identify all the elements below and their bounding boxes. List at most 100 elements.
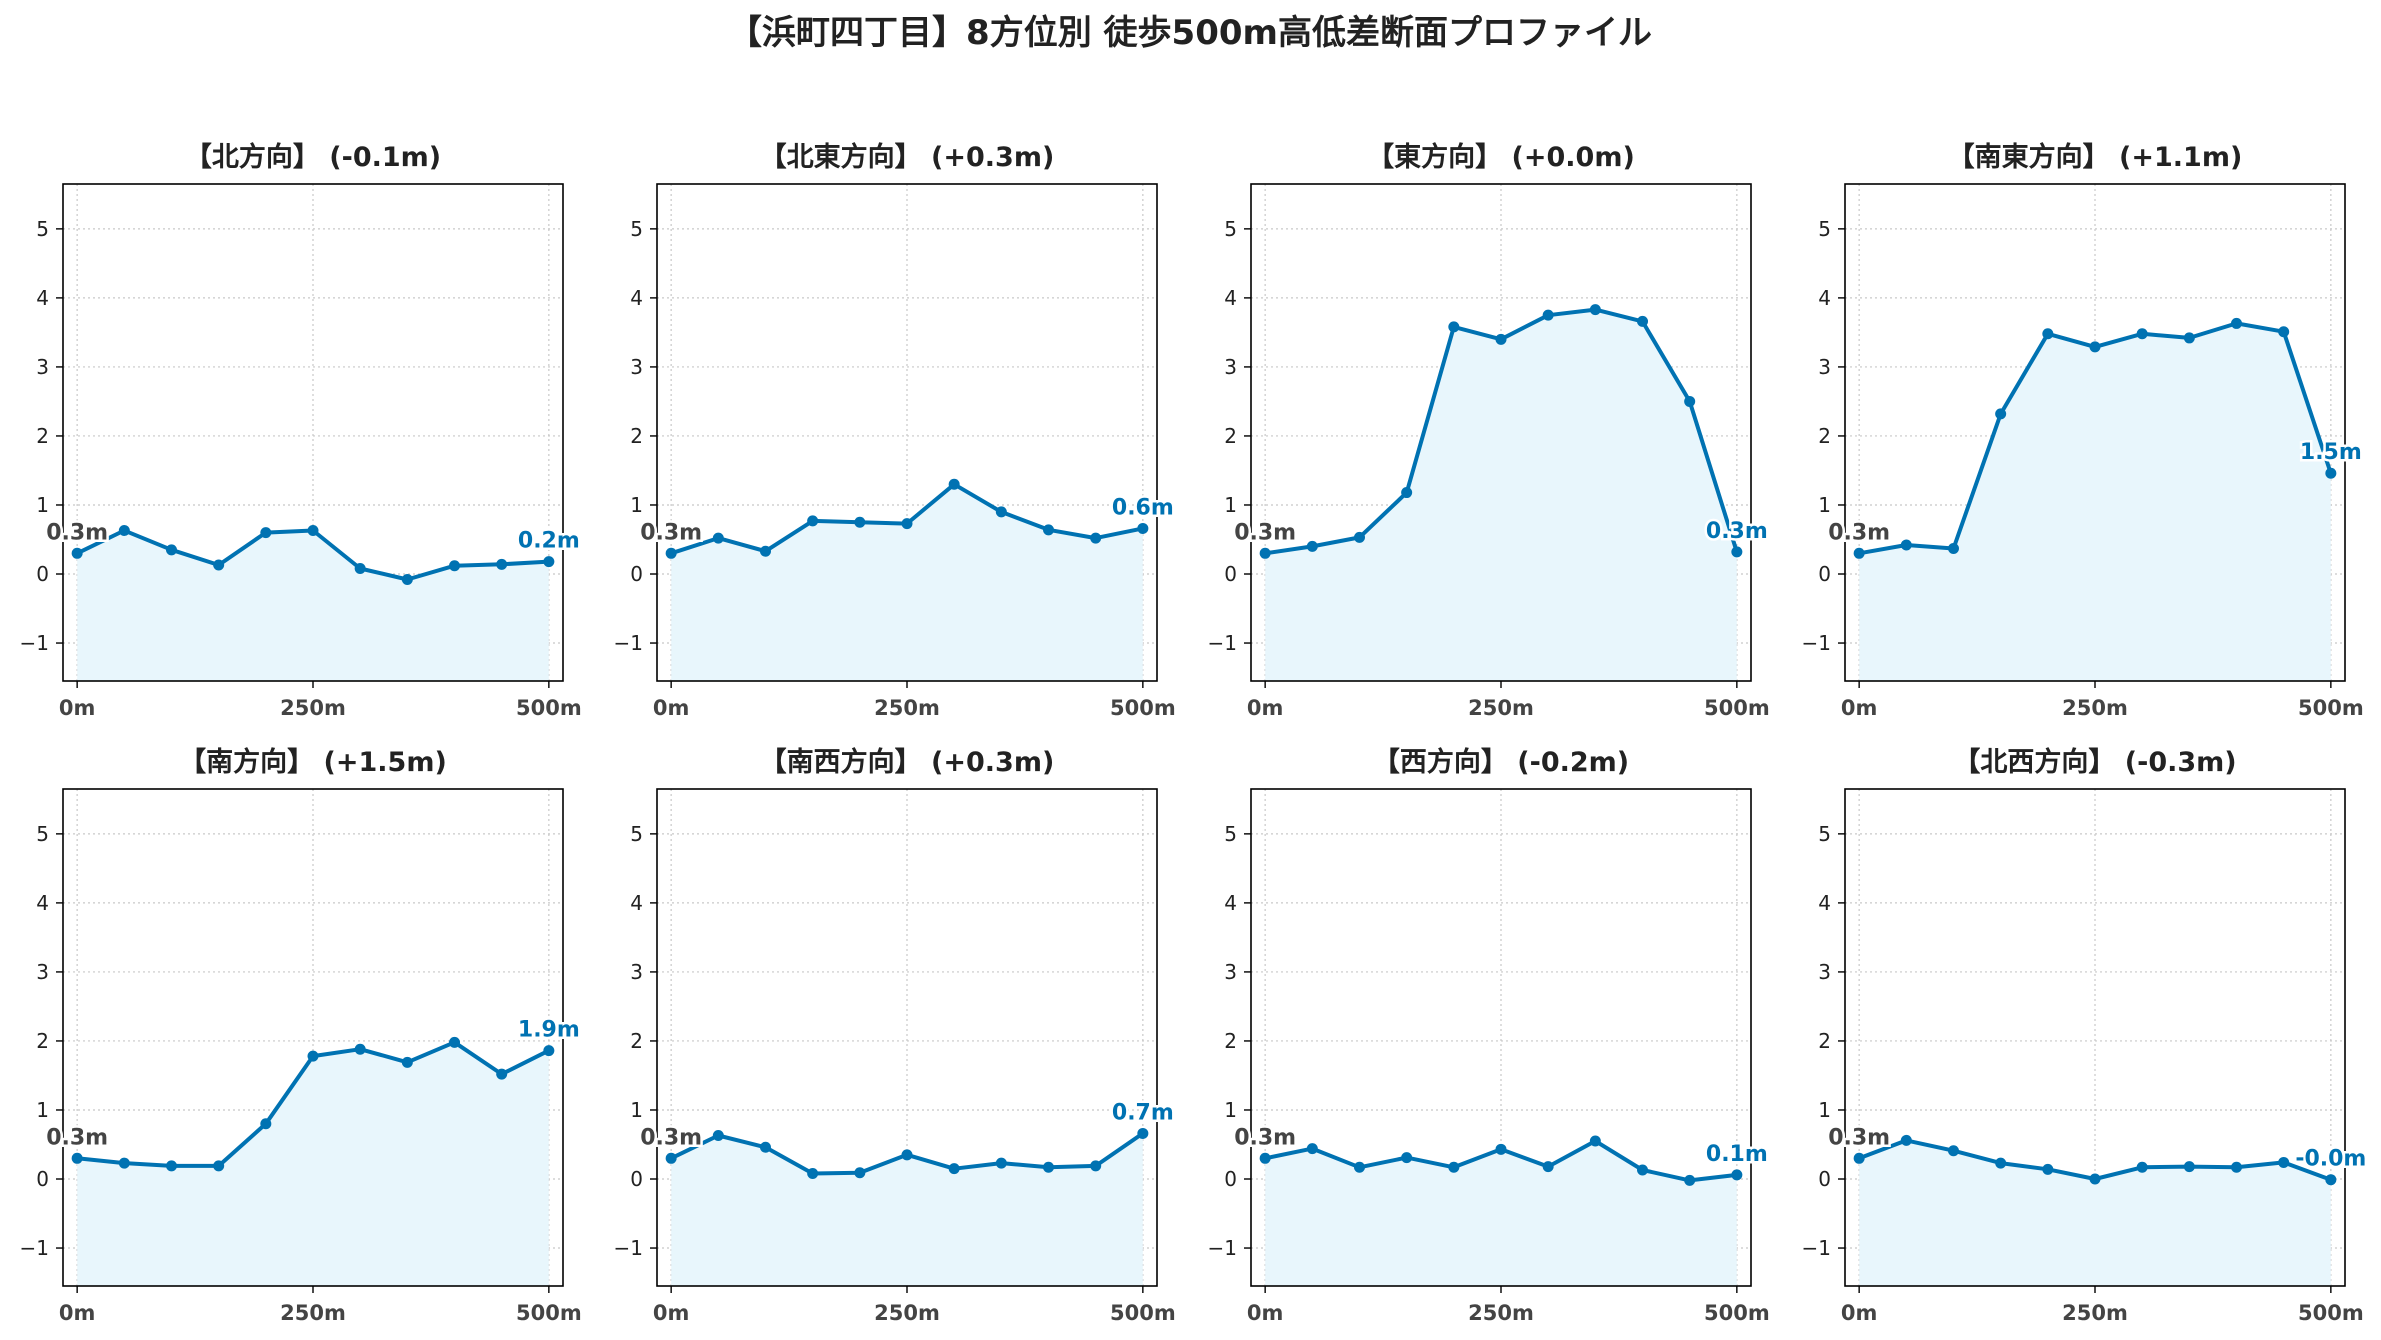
y-tick-label: 2	[630, 424, 643, 448]
page-title: 【浜町四丁目】8方位別 徒歩500m高低差断面プロファイル	[728, 13, 1652, 53]
plot-area	[1251, 184, 1751, 681]
x-tick-label: 250m	[2062, 1301, 2128, 1325]
plot-area	[1845, 789, 2345, 1286]
y-tick-label: 2	[1224, 1029, 1237, 1053]
data-point	[307, 1050, 319, 1062]
data-point	[1401, 487, 1413, 499]
y-tick-label: 0	[1818, 562, 1831, 586]
x-tick-label: 0m	[653, 696, 690, 720]
data-point	[1259, 1152, 1271, 1164]
data-point	[1589, 1135, 1601, 1147]
y-tick-label: 1	[1818, 1098, 1831, 1122]
data-point	[2136, 328, 2148, 340]
y-tick-label: 1	[1224, 1098, 1237, 1122]
data-point	[354, 562, 366, 574]
data-point	[496, 1068, 508, 1080]
data-point	[2231, 317, 2243, 329]
start-elevation-label: 0.3m	[640, 1125, 702, 1150]
data-point	[712, 532, 724, 544]
plot-area	[1845, 184, 2345, 681]
data-point	[449, 560, 461, 572]
data-point	[118, 525, 130, 537]
x-tick-label: 250m	[280, 696, 346, 720]
data-point	[1589, 304, 1601, 316]
y-tick-label: 4	[1224, 286, 1237, 310]
y-tick-label: 0	[36, 562, 49, 586]
x-tick-label: 0m	[1841, 1301, 1878, 1325]
plot-area	[657, 184, 1157, 681]
data-point	[995, 506, 1007, 518]
area-fill	[1859, 323, 2331, 681]
y-tick-label: 1	[36, 1098, 49, 1122]
x-tick-label: 250m	[874, 1301, 940, 1325]
panel-title: 【北西方向】 (-0.3m)	[1953, 746, 2236, 778]
y-tick-label: 2	[36, 424, 49, 448]
data-point	[759, 545, 771, 557]
data-point	[1353, 1161, 1365, 1173]
data-point	[1684, 395, 1696, 407]
data-point	[2042, 1163, 2054, 1175]
y-tick-label: 4	[1818, 891, 1831, 915]
data-point	[1043, 524, 1055, 536]
y-tick-label: −1	[1208, 631, 1237, 655]
panel-6: 【南西方向】 (+0.3m) −1 0 1 2 3 4 5 0m 250m 500m 0.3m 0.7m	[614, 746, 1177, 1325]
y-tick-label: 5	[36, 822, 49, 846]
panel-title: 【北方向】 (-0.1m)	[185, 141, 441, 173]
data-point	[2325, 467, 2337, 479]
start-elevation-label: 0.3m	[46, 520, 108, 545]
y-tick-label: 3	[36, 355, 49, 379]
y-tick-label: 3	[1224, 960, 1237, 984]
data-point	[260, 1118, 272, 1130]
y-tick-label: 5	[1224, 822, 1237, 846]
x-tick-label: 0m	[1247, 1301, 1284, 1325]
plot-area	[63, 789, 563, 1286]
x-tick-label: 250m	[1468, 1301, 1534, 1325]
y-tick-label: 0	[1224, 1167, 1237, 1191]
data-point	[71, 547, 83, 559]
data-point	[543, 556, 555, 568]
start-elevation-label: 0.3m	[1828, 520, 1890, 545]
y-tick-label: 4	[630, 891, 643, 915]
data-point	[1900, 539, 1912, 551]
end-elevation-label: 0.1m	[1706, 1142, 1768, 1167]
data-point	[71, 1152, 83, 1164]
data-point	[1900, 1134, 1912, 1146]
data-point	[165, 1160, 177, 1172]
y-tick-label: 5	[630, 217, 643, 241]
y-tick-label: 4	[1224, 891, 1237, 915]
data-point	[1637, 1164, 1649, 1176]
y-tick-label: −1	[1208, 1236, 1237, 1260]
area-fill	[1859, 1140, 2331, 1286]
data-point	[2136, 1161, 2148, 1173]
x-tick-label: 500m	[1704, 1301, 1770, 1325]
data-point	[1731, 546, 1743, 558]
data-point	[995, 1157, 1007, 1169]
data-point	[1542, 309, 1554, 321]
end-elevation-label: 0.2m	[518, 529, 580, 554]
data-point	[1947, 1145, 1959, 1157]
y-tick-label: 2	[36, 1029, 49, 1053]
y-tick-label: 0	[630, 562, 643, 586]
panel-1: 【北方向】 (-0.1m) −1 0 1 2 3 4 5 0m 250m 500m 0.3m 0.2m	[20, 141, 583, 720]
data-point	[1637, 315, 1649, 327]
data-point	[1495, 333, 1507, 345]
panel-title: 【南東方向】 (+1.1m)	[1948, 141, 2243, 173]
data-point	[1731, 1169, 1743, 1181]
x-tick-label: 500m	[516, 1301, 582, 1325]
data-point	[449, 1036, 461, 1048]
data-point	[1259, 547, 1271, 559]
y-tick-label: 5	[1224, 217, 1237, 241]
y-tick-label: −1	[614, 631, 643, 655]
y-tick-label: 2	[1818, 424, 1831, 448]
y-tick-label: −1	[20, 631, 49, 655]
panel-8: 【北西方向】 (-0.3m) −1 0 1 2 3 4 5 0m 250m 500m 0.3m -0.0…	[1802, 746, 2369, 1325]
x-tick-label: 500m	[1110, 1301, 1176, 1325]
panel-5: 【南方向】 (+1.5m) −1 0 1 2 3 4 5 0m 250m 500m 0.3m 1.9m	[20, 746, 583, 1325]
data-point	[854, 1167, 866, 1179]
x-tick-label: 500m	[516, 696, 582, 720]
x-tick-label: 250m	[280, 1301, 346, 1325]
start-elevation-label: 0.3m	[46, 1125, 108, 1150]
y-tick-label: 1	[36, 493, 49, 517]
data-point	[213, 559, 225, 571]
